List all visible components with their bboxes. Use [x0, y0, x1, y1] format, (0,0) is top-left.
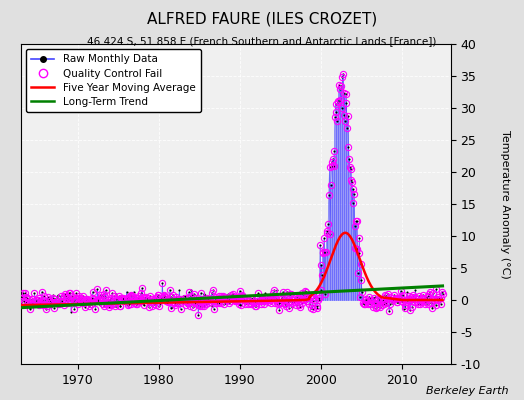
Legend: Raw Monthly Data, Quality Control Fail, Five Year Moving Average, Long-Term Tren: Raw Monthly Data, Quality Control Fail, …	[26, 49, 201, 112]
Y-axis label: Temperature Anomaly (°C): Temperature Anomaly (°C)	[500, 130, 510, 278]
Text: ALFRED FAURE (ILES CROZET): ALFRED FAURE (ILES CROZET)	[147, 12, 377, 27]
Text: Berkeley Earth: Berkeley Earth	[426, 386, 508, 396]
Text: 46.424 S, 51.858 E (French Southern and Antarctic Lands [France]): 46.424 S, 51.858 E (French Southern and …	[88, 36, 436, 46]
